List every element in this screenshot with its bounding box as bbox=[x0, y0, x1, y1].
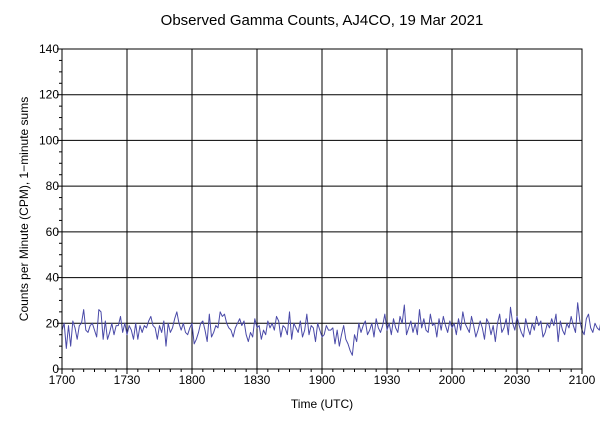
series-group bbox=[61, 302, 600, 356]
x-tick-labels: 1700 1730 1800 1830 1900 1930 2000 2030 2100 bbox=[49, 373, 596, 387]
grid-lines bbox=[57, 48, 583, 374]
x-tick-label: 1830 bbox=[244, 373, 271, 387]
x-tick-label: 2030 bbox=[504, 373, 531, 387]
y-tick-label: 40 bbox=[46, 271, 60, 285]
x-tick-label: 1930 bbox=[374, 373, 401, 387]
x-tick-label: 1900 bbox=[309, 373, 336, 387]
y-tick-label: 60 bbox=[46, 225, 60, 239]
series-line bbox=[61, 302, 600, 356]
y-axis-label: Counts per Minute (CPM), 1−minute sums bbox=[17, 97, 31, 321]
x-tick-label: 2100 bbox=[569, 373, 596, 387]
chart-title: Observed Gamma Counts, AJ4CO, 19 Mar 202… bbox=[161, 12, 484, 29]
x-tick-label: 1800 bbox=[179, 373, 206, 387]
x-tick-label: 1700 bbox=[49, 373, 76, 387]
y-tick-label: 0 bbox=[52, 362, 59, 376]
x-tick-label: 2000 bbox=[439, 373, 466, 387]
y-tick-label: 100 bbox=[39, 133, 59, 147]
y-tick-label: 120 bbox=[39, 88, 59, 102]
y-tick-labels: 0 20 40 60 80 100 120 140 bbox=[39, 42, 59, 376]
y-tick-label: 20 bbox=[46, 316, 60, 330]
y-tick-label: 80 bbox=[46, 179, 60, 193]
plot-frame bbox=[61, 48, 583, 370]
y-tick-label: 140 bbox=[39, 42, 59, 56]
x-tick-label: 1730 bbox=[114, 373, 141, 387]
x-axis-label: Time (UTC) bbox=[291, 397, 353, 411]
